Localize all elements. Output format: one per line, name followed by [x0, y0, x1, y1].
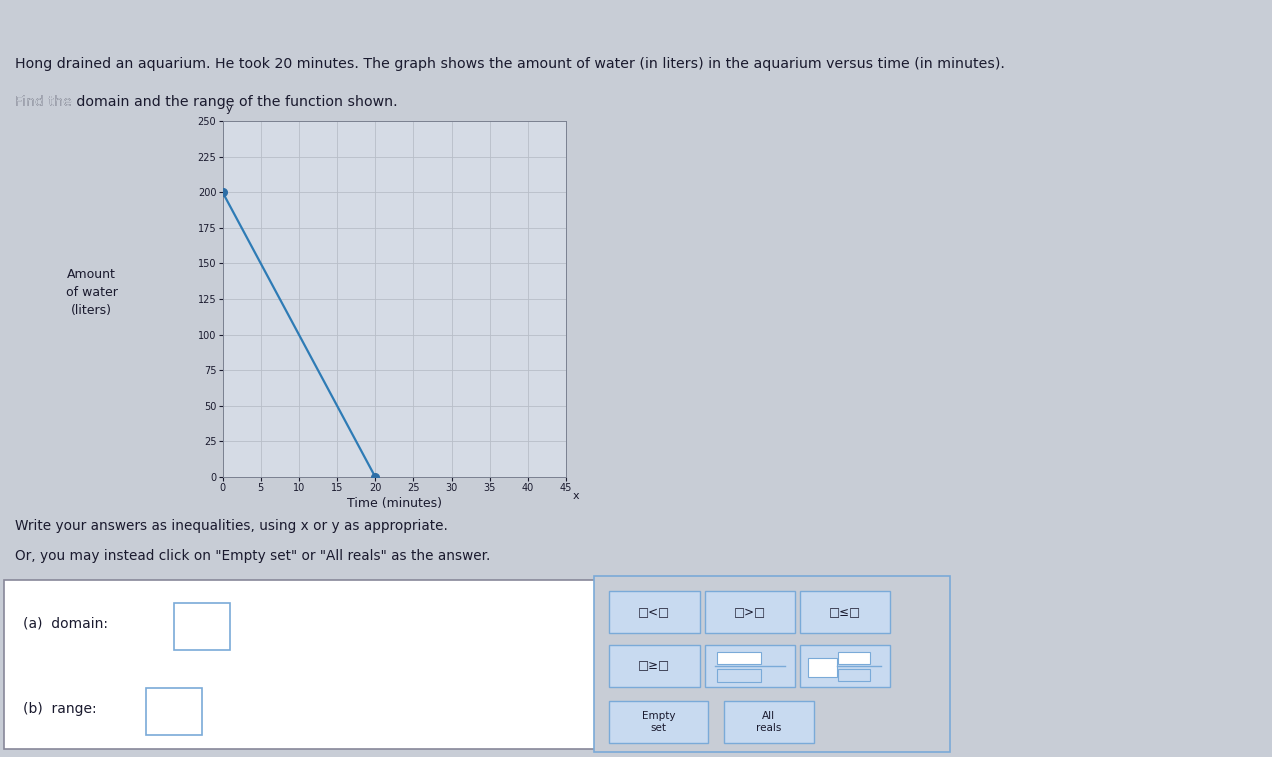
FancyBboxPatch shape — [838, 653, 870, 665]
Text: □<□: □<□ — [639, 606, 670, 618]
FancyBboxPatch shape — [609, 645, 700, 687]
Text: □≥□: □≥□ — [639, 659, 670, 673]
Text: Hong drained an aquarium. He took 20 minutes. The graph shows the amount of wate: Hong drained an aquarium. He took 20 min… — [15, 57, 1005, 70]
FancyBboxPatch shape — [717, 669, 761, 682]
Text: y: y — [226, 104, 233, 114]
FancyBboxPatch shape — [717, 652, 761, 665]
FancyBboxPatch shape — [808, 658, 837, 677]
Text: of water: of water — [66, 285, 117, 299]
Text: Time (minutes): Time (minutes) — [347, 497, 441, 510]
Text: □>□: □>□ — [734, 606, 766, 618]
FancyBboxPatch shape — [800, 591, 890, 634]
Text: Or, you may instead click on "Empty set" or "All reals" as the answer.: Or, you may instead click on "Empty set"… — [15, 549, 491, 562]
Text: x: x — [572, 491, 580, 501]
Text: (liters): (liters) — [71, 304, 112, 317]
FancyBboxPatch shape — [724, 701, 814, 743]
FancyBboxPatch shape — [4, 580, 595, 749]
FancyBboxPatch shape — [594, 576, 950, 752]
FancyBboxPatch shape — [609, 591, 700, 634]
FancyBboxPatch shape — [705, 591, 795, 634]
Text: Find the domain and the range of the function shown.: Find the domain and the range of the fun… — [15, 95, 398, 108]
Text: Amount: Amount — [67, 267, 116, 281]
FancyBboxPatch shape — [705, 645, 795, 687]
Text: Write your answers as inequalities, using x or y as appropriate.: Write your answers as inequalities, usin… — [15, 519, 448, 532]
FancyBboxPatch shape — [800, 645, 890, 687]
Text: □≤□: □≤□ — [829, 606, 861, 618]
FancyBboxPatch shape — [838, 669, 870, 681]
Text: (a)  domain:: (a) domain: — [23, 616, 108, 631]
Text: Empty
set: Empty set — [642, 711, 675, 733]
FancyBboxPatch shape — [174, 603, 230, 650]
Text: Find the: Find the — [15, 95, 76, 108]
FancyBboxPatch shape — [609, 701, 707, 743]
Text: All
reals: All reals — [757, 711, 781, 733]
Text: (b)  range:: (b) range: — [23, 702, 97, 716]
FancyBboxPatch shape — [146, 688, 202, 735]
